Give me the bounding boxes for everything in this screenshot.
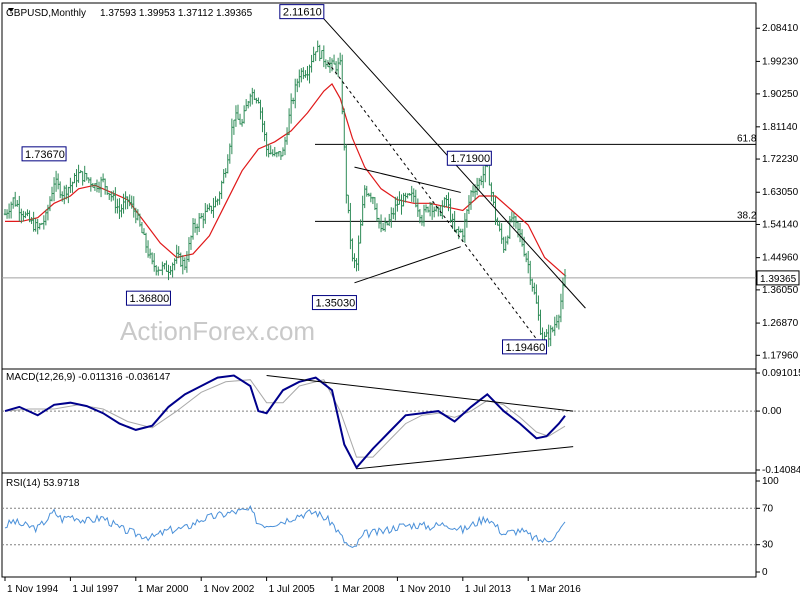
macd-trendline (356, 446, 574, 470)
time-tick-label: 1 Nov 2010 (399, 584, 451, 595)
macd-panel: MACD(12,26,9) -0.011316 -0.036147 0.0910… (1, 368, 800, 476)
trendline (354, 166, 461, 193)
current-price-label: 1.39365 (760, 274, 797, 285)
ohlc-values: 1.37593 1.39953 1.37112 1.39365 (100, 8, 253, 19)
rsi-y-tick-label: 0 (762, 567, 768, 578)
macd-y-tick-label: 0.091015 (762, 368, 800, 379)
trendline (354, 246, 461, 284)
annotation-box (446, 150, 492, 166)
dashed-trendline (327, 61, 541, 345)
price-y-tick-label: 1.36050 (762, 285, 799, 296)
macd-y-tick-label: -0.140843 (762, 465, 800, 476)
annotation-label: 1.73670 (25, 149, 65, 161)
rsi-levels (2, 507, 756, 546)
rsi-title: RSI(14) 53.9718 (6, 478, 80, 489)
annotation-box (279, 4, 325, 20)
annotation-box (502, 339, 548, 355)
rsi-y-tick-label: 30 (762, 540, 774, 551)
macd-y-axis: 0.091015 0.00 -0.140843 (756, 368, 800, 476)
price-y-axis: 2.08410 1.99230 1.90250 1.81140 1.72230 1.630… (756, 23, 800, 361)
rsi-y-tick-label: 100 (762, 476, 779, 487)
price-y-tick-label: 1.17960 (762, 350, 799, 361)
rsi-series (4, 504, 566, 548)
price-annotation: 1.35030 (311, 295, 357, 311)
time-tick-label: 1 Jul 2013 (465, 584, 512, 595)
time-tick-label: 1 Nov 2002 (203, 584, 255, 595)
time-tick-label: 1 Mar 2008 (334, 584, 385, 595)
rsi-panel: RSI(14) 53.9718 100 70 30 0 (1, 472, 779, 578)
price-annotation: 1.36800 (125, 290, 171, 306)
annotation-box (311, 295, 357, 311)
macd-y-tick-label: 0.00 (762, 406, 782, 417)
price-annotations: 2.11610 1.73670 1.36800 1.35030 1.71900 1.194… (21, 4, 548, 355)
macd-line (4, 374, 566, 470)
rsi-line (4, 504, 566, 548)
time-tick-label: 1 Nov 1994 (7, 584, 59, 595)
time-axis: 1 Nov 1994 1 Jul 1997 1 Mar 2000 1 Nov 2002… (2, 576, 756, 595)
price-y-tick-label: 2.08410 (762, 23, 799, 34)
macd-title: MACD(12,26,9) -0.011316 -0.036147 (6, 372, 171, 383)
annotation-box (21, 146, 67, 162)
rsi-y-axis: 100 70 30 0 (756, 476, 779, 578)
price-y-tick-label: 1.99230 (762, 56, 799, 67)
price-y-tick-label: 1.63050 (762, 187, 799, 198)
rsi-y-tick-label: 70 (762, 503, 774, 514)
annotation-label: 1.19460 (506, 342, 546, 354)
chart-menu-icon[interactable] (8, 8, 14, 12)
time-tick-label: 1 Mar 2000 (138, 584, 189, 595)
price-annotation: 1.73670 (21, 146, 67, 162)
price-bars (3, 40, 567, 352)
price-y-tick-label: 1.72230 (762, 154, 799, 165)
fib-level-label: 61.8 (737, 133, 757, 144)
current-price-box (756, 270, 800, 286)
price-gridlines: 61.8 38.2 (2, 133, 757, 279)
watermark: ActionForex.com (120, 316, 315, 346)
time-tick-label: 1 Mar 2016 (530, 584, 581, 595)
annotation-box (125, 290, 171, 306)
annotation-label: 1.36800 (129, 293, 169, 305)
annotation-label: 1.71900 (450, 153, 490, 165)
price-y-tick-label: 1.44960 (762, 253, 799, 264)
price-y-tick-label: 1.90250 (762, 89, 799, 100)
fib-level-label: 38.2 (737, 210, 757, 221)
price-title: GBPUSD,Monthly (6, 8, 86, 19)
price-y-tick-label: 1.26870 (762, 318, 799, 329)
rsi-panel-frame (1, 472, 757, 578)
price-y-tick-label: 1.54140 (762, 219, 799, 230)
annotation-label: 2.11610 (283, 7, 322, 19)
price-annotation: 2.11610 (279, 4, 325, 20)
time-tick-label: 1 Jul 1997 (72, 584, 119, 595)
annotation-label: 1.35030 (315, 298, 355, 310)
price-annotation: 1.19460 (502, 339, 548, 355)
time-tick-label: 1 Jul 2005 (269, 584, 316, 595)
price-annotation: 1.71900 (446, 150, 492, 166)
macd-trendlines (266, 375, 574, 470)
price-y-tick-label: 1.81140 (762, 122, 798, 133)
macd-trendline (266, 375, 574, 412)
price-panel: GBPUSD,Monthly 1.37593 1.39953 1.37112 1… (1, 2, 800, 370)
